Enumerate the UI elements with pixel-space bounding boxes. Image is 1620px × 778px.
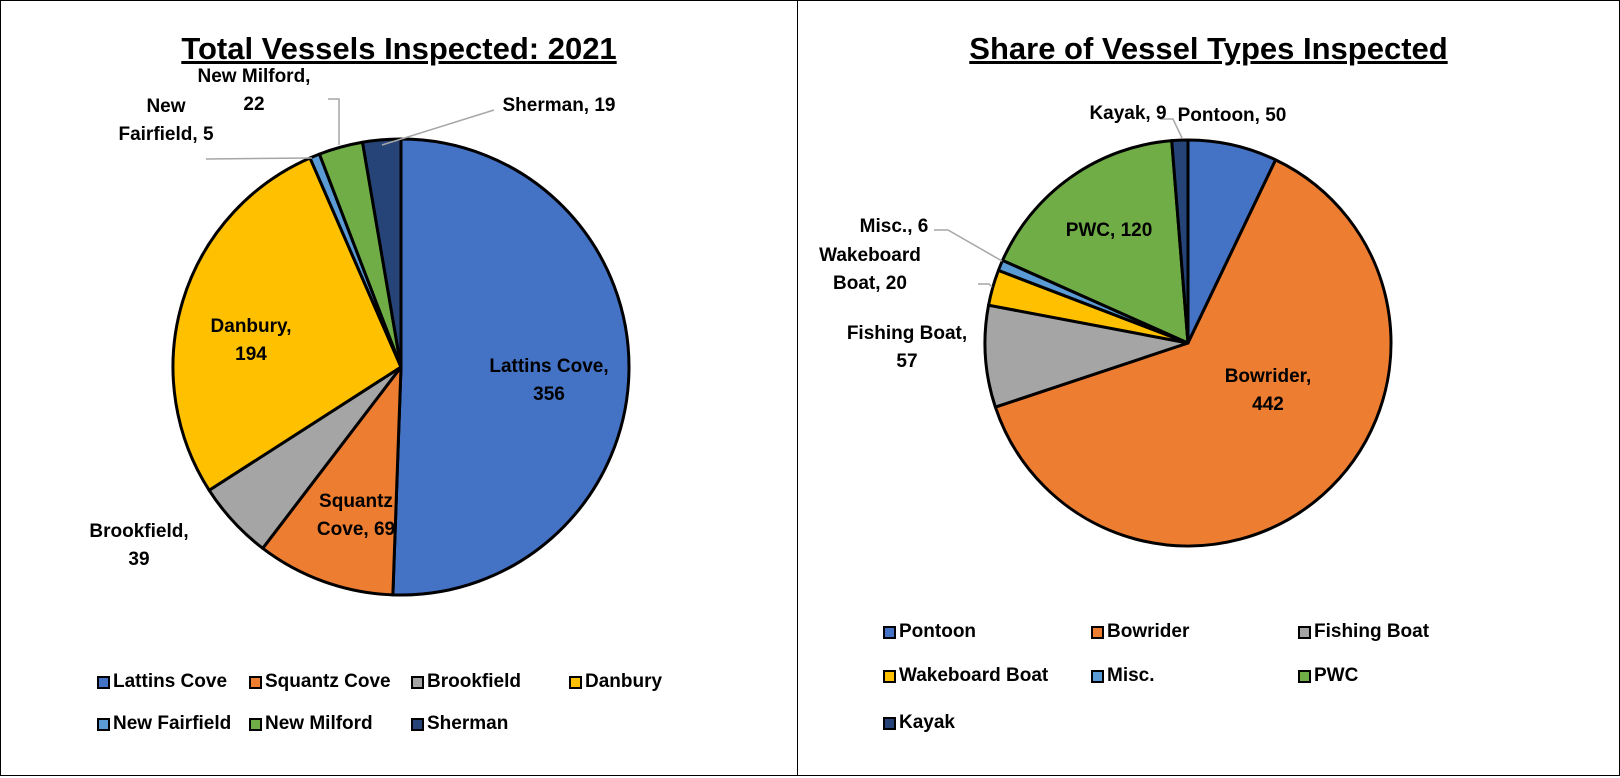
legend-item-pwc: PWC bbox=[1298, 665, 1358, 687]
data-label-pontoon: Pontoon, 50 bbox=[1178, 105, 1287, 126]
data-label-squantz-cove: Squantz Cove, 69 bbox=[317, 491, 395, 540]
data-label-misc: Misc., 6 bbox=[860, 216, 929, 237]
data-label-new-fairfield: New Fairfield, 5 bbox=[118, 96, 213, 145]
legend-label: Sherman bbox=[427, 713, 509, 734]
legend-swatch bbox=[411, 717, 424, 731]
leader-line-wakeboard-boat bbox=[978, 283, 993, 288]
legend-label: Fishing Boat bbox=[1314, 621, 1430, 642]
leader-line-new-fairfield bbox=[205, 157, 313, 160]
pie-chart-vessel-types: Pontoon, 50 Bowrider, 442 Fishing Boat, 57 Wa… bbox=[819, 103, 1393, 548]
legend-label: Wakeboard Boat bbox=[899, 665, 1049, 686]
chart-title: Share of Vessel Types Inspected bbox=[969, 31, 1448, 66]
legend-item-squantz-cove: Squantz Cove bbox=[249, 671, 391, 693]
legend-swatch bbox=[1091, 669, 1104, 683]
legend-item-pontoon: Pontoon bbox=[883, 621, 976, 643]
legend-item-misc: Misc. bbox=[1091, 665, 1155, 687]
legend-item-lattins-cove: Lattins Cove bbox=[97, 671, 227, 693]
legend-label: New Milford bbox=[265, 713, 373, 734]
pie-slice-fishing-boat bbox=[983, 303, 1190, 409]
legend-item-kayak: Kayak bbox=[883, 712, 955, 734]
leader-line-new-milford bbox=[328, 98, 340, 145]
legend-swatch bbox=[1298, 625, 1311, 639]
data-label-danbury: Danbury, 194 bbox=[211, 316, 292, 365]
pie-slice-squantz-cove bbox=[261, 365, 403, 597]
data-label-bowrider: Bowrider, 442 bbox=[1225, 366, 1312, 415]
legend-swatch bbox=[97, 717, 110, 731]
legend-item-new-fairfield: New Fairfield bbox=[97, 713, 231, 735]
legend-label: New Fairfield bbox=[113, 713, 232, 734]
pie-slice-pwc bbox=[1001, 139, 1190, 345]
legend-swatch bbox=[569, 675, 582, 689]
leader-line-kayak bbox=[1160, 118, 1183, 139]
data-label-fishing-boat: Fishing Boat, 57 bbox=[847, 323, 967, 372]
legend-item-fishing-boat: Fishing Boat bbox=[1298, 621, 1429, 643]
legend-label: Squantz Cove bbox=[265, 671, 391, 692]
pie-slice-danbury bbox=[171, 156, 403, 492]
legend-item-wakeboard-boat: Wakeboard Boat bbox=[883, 665, 1048, 687]
legend-swatch bbox=[249, 675, 262, 689]
legend-swatch bbox=[249, 717, 262, 731]
legend-label: Danbury bbox=[585, 671, 663, 692]
legend-label: Pontoon bbox=[899, 621, 977, 642]
legend-label: Misc. bbox=[1107, 665, 1155, 686]
legend-swatch bbox=[97, 675, 110, 689]
legend-item-danbury: Danbury bbox=[569, 671, 662, 693]
data-label-brookfield: Brookfield, 39 bbox=[89, 521, 188, 570]
data-label-sherman: Sherman, 19 bbox=[503, 95, 616, 116]
legend-label: Lattins Cove bbox=[113, 671, 228, 692]
pie-slice-kayak bbox=[1170, 138, 1190, 345]
legend-item-bowrider: Bowrider bbox=[1091, 621, 1189, 643]
chart-panel-vessel-types: Share of Vessel Types Inspected Pontoon,… bbox=[797, 0, 1620, 776]
leader-line-sherman bbox=[381, 109, 495, 146]
chart-panel-locations: Total Vessels Inspected: 2021 Lattins Co… bbox=[0, 0, 798, 776]
legend-label: Brookfield bbox=[427, 671, 521, 692]
legend-swatch bbox=[1298, 669, 1311, 683]
legend-swatch bbox=[411, 675, 424, 689]
data-label-kayak: Kayak, 9 bbox=[1089, 103, 1166, 124]
data-label-wakeboard-boat: Wakeboard Boat, 20 bbox=[819, 245, 921, 294]
data-label-lattins-cove: Lattins Cove, 356 bbox=[489, 356, 608, 405]
legend-swatch bbox=[883, 625, 896, 639]
legend-label: Bowrider bbox=[1107, 621, 1190, 642]
legend-label: Kayak bbox=[899, 712, 955, 733]
chart-title: Total Vessels Inspected: 2021 bbox=[181, 31, 617, 66]
legend-swatch bbox=[883, 669, 896, 683]
data-label-pwc: PWC, 120 bbox=[1066, 220, 1153, 241]
legend-label: PWC bbox=[1314, 665, 1359, 686]
legend-swatch bbox=[1091, 625, 1104, 639]
legend-swatch bbox=[883, 716, 896, 730]
data-label-new-milford: New Milford, 22 bbox=[198, 66, 311, 115]
pie-slice-bowrider bbox=[993, 158, 1393, 548]
legend-item-brookfield: Brookfield bbox=[411, 671, 521, 693]
legend-item-sherman: Sherman bbox=[411, 713, 508, 735]
legend-item-new-milford: New Milford bbox=[249, 713, 373, 735]
pie-slice-lattins-cove bbox=[391, 137, 631, 597]
pie-chart-locations: Lattins Cove, 356 Squantz Cove, 69 Brookfiel… bbox=[89, 66, 631, 597]
leader-line-misc bbox=[934, 229, 1003, 262]
